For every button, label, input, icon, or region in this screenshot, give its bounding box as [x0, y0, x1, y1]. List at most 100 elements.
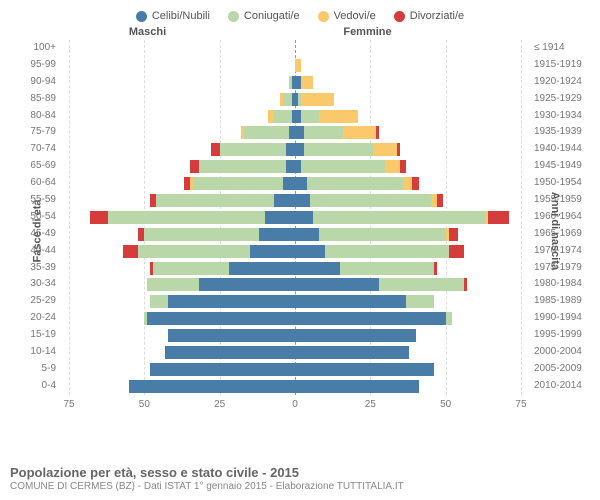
- gender-female-label: Femmine: [245, 26, 550, 38]
- bar-segment: [283, 93, 292, 106]
- female-bar: [295, 310, 530, 327]
- age-label: 80-84: [18, 110, 56, 121]
- bar-segment: [295, 143, 304, 156]
- age-row: 20-241990-1994: [60, 310, 530, 327]
- bar-segment: [434, 262, 437, 275]
- bar-segment: [406, 295, 433, 308]
- birth-year-label: 1965-1969: [534, 228, 588, 239]
- female-bar: [295, 226, 530, 243]
- age-label: 5-9: [18, 363, 56, 374]
- x-tick-label: 75: [515, 399, 526, 410]
- male-bar: [60, 175, 295, 192]
- female-bar: [295, 293, 530, 310]
- bar-segment: [150, 363, 295, 376]
- male-bar: [60, 91, 295, 108]
- bar-segment: [168, 329, 295, 342]
- bar-segment: [295, 346, 409, 359]
- bar-segment: [400, 160, 406, 173]
- male-bar: [60, 260, 295, 277]
- female-bar: [295, 276, 530, 293]
- birth-year-label: 1955-1959: [534, 194, 588, 205]
- bar-segment: [464, 278, 467, 291]
- birth-year-label: 1985-1989: [534, 295, 588, 306]
- bar-segment: [153, 262, 228, 275]
- legend-swatch: [136, 11, 147, 22]
- bar-segment: [295, 312, 446, 325]
- bar-segment: [295, 245, 325, 258]
- age-row: 40-441970-1974: [60, 243, 530, 260]
- birth-year-label: ≤ 1914: [534, 42, 588, 53]
- legend-swatch: [228, 11, 239, 22]
- bar-segment: [147, 312, 295, 325]
- age-label: 35-39: [18, 262, 56, 273]
- bar-segment: [412, 177, 418, 190]
- bar-segment: [376, 126, 379, 139]
- plot-area: 100+≤ 191495-991915-191990-941920-192485…: [60, 40, 530, 395]
- bar-segment: [319, 228, 446, 241]
- bar-segment: [379, 278, 463, 291]
- bar-segment: [301, 76, 313, 89]
- age-row: 0-42010-2014: [60, 378, 530, 395]
- female-bar: [295, 91, 530, 108]
- bar-segment: [397, 143, 400, 156]
- age-row: 85-891925-1929: [60, 91, 530, 108]
- bar-segment: [295, 177, 307, 190]
- age-row: 25-291985-1989: [60, 293, 530, 310]
- legend-item: Celibi/Nubili: [136, 10, 210, 22]
- age-label: 95-99: [18, 59, 56, 70]
- age-label: 55-59: [18, 194, 56, 205]
- age-row: 80-841930-1934: [60, 108, 530, 125]
- chart-footer: Popolazione per età, sesso e stato civil…: [10, 465, 590, 492]
- female-bar: [295, 209, 530, 226]
- bar-segment: [310, 194, 431, 207]
- chart-subtitle: COMUNE DI CERMES (BZ) - Dati ISTAT 1° ge…: [10, 481, 590, 492]
- x-axis: 7550250255075: [60, 399, 530, 413]
- bar-segment: [295, 363, 434, 376]
- bar-segment: [259, 228, 295, 241]
- age-label: 45-49: [18, 228, 56, 239]
- legend: Celibi/NubiliConiugati/eVedovi/eDivorzia…: [0, 0, 600, 26]
- age-label: 90-94: [18, 76, 56, 87]
- male-bar: [60, 141, 295, 158]
- bar-segment: [325, 245, 449, 258]
- male-bar: [60, 226, 295, 243]
- bar-segment: [211, 143, 220, 156]
- bar-segment: [295, 262, 340, 275]
- male-bar: [60, 74, 295, 91]
- legend-item: Divorziati/e: [394, 10, 464, 22]
- bar-segment: [403, 177, 412, 190]
- bar-segment: [295, 295, 406, 308]
- age-label: 15-19: [18, 329, 56, 340]
- age-label: 75-79: [18, 126, 56, 137]
- age-row: 95-991915-1919: [60, 57, 530, 74]
- age-row: 15-191995-1999: [60, 327, 530, 344]
- bar-segment: [340, 262, 433, 275]
- bar-segment: [449, 245, 464, 258]
- bar-segment: [283, 177, 295, 190]
- birth-year-label: 1975-1979: [534, 262, 588, 273]
- x-tick-label: 25: [214, 399, 225, 410]
- birth-year-label: 1915-1919: [534, 59, 588, 70]
- bar-segment: [90, 211, 108, 224]
- age-label: 20-24: [18, 312, 56, 323]
- female-bar: [295, 108, 530, 125]
- bar-segment: [150, 295, 168, 308]
- age-row: 70-741940-1944: [60, 141, 530, 158]
- bar-segment: [138, 245, 249, 258]
- female-bar: [295, 378, 530, 395]
- age-label: 65-69: [18, 160, 56, 171]
- bar-segment: [265, 211, 295, 224]
- bar-segment: [144, 228, 258, 241]
- bar-segment: [319, 110, 358, 123]
- bar-segment: [301, 160, 385, 173]
- male-bar: [60, 293, 295, 310]
- female-bar: [295, 141, 530, 158]
- legend-label: Coniugati/e: [244, 10, 300, 22]
- bar-segment: [295, 126, 304, 139]
- age-label: 50-54: [18, 211, 56, 222]
- bar-segment: [313, 211, 485, 224]
- female-bar: [295, 243, 530, 260]
- age-label: 85-89: [18, 93, 56, 104]
- female-bar: [295, 40, 530, 57]
- male-bar: [60, 378, 295, 395]
